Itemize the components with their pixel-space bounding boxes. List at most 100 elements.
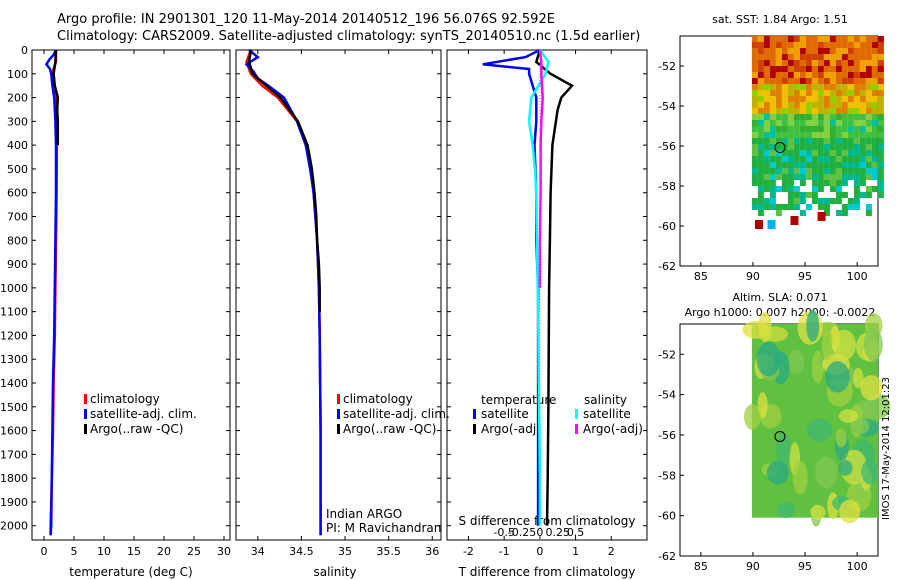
sst-cell [823,204,830,210]
sst-cell [871,156,878,162]
sst-cell [877,138,884,144]
sst-cell [763,72,770,78]
sst-cell [793,168,800,174]
sst-cell [847,150,854,156]
sst-cell [793,72,800,78]
y-tick-label: 900 [7,258,28,271]
sst-cell [823,174,830,180]
sst-cell [769,126,776,132]
sst-cell [823,108,830,114]
sst-cell [781,174,788,180]
chart-title-line1: Argo profile: IN 2901301_120 11-May-2014… [57,12,555,27]
sst-cell [841,96,848,102]
sst-cell [763,96,770,102]
sst-cell [769,186,776,192]
sst-cell [757,66,764,72]
sst-cell [811,90,818,96]
legend-label-temp-satellite: satellite [481,407,529,421]
sst-cell [805,42,812,48]
map-y-tick-label: -52 [658,60,676,73]
y-tick-label: 100 [7,68,28,81]
sst-cell [763,144,770,150]
sst-cell [799,126,806,132]
legend-label-sal-argo: Argo(-adj) [583,422,643,436]
sst-cell [751,150,758,156]
legend-swatch-temp-satellite [473,409,476,419]
sst-cell [877,126,884,132]
sst-cell [775,126,782,132]
sst-cell [751,78,758,84]
sst-cell [757,150,764,156]
sst-cell [793,192,800,198]
sst-cell [799,198,806,204]
chart-title-line2: Climatology: CARS2009. Satellite-adjuste… [57,29,641,44]
sst-cell [823,120,830,126]
map-y-tick-label: -60 [658,510,676,523]
sst-cell [871,90,878,96]
sst-cell [835,114,842,120]
sst-cell [835,162,842,168]
sst-cell [781,60,788,66]
sst-cell [757,78,764,84]
sst-cell [829,48,836,54]
sst-cell [859,78,866,84]
sst-cell [757,126,764,132]
salinity-xlabel: salinity [313,565,356,579]
sst-cell [811,198,818,204]
sst-cell [865,84,872,90]
sst-cell [787,162,794,168]
sst-cell [811,156,818,162]
sst-cell [811,138,818,144]
sst-cell [781,72,788,78]
sst-cell [877,120,884,126]
sst-cell [859,126,866,132]
difference-panel-frame [446,49,648,541]
sst-cell [847,78,854,84]
sst-cell [835,72,842,78]
sst-cell [757,102,764,108]
sst-cell [751,72,758,78]
sst-cell [835,138,842,144]
sst-cell [781,132,788,138]
sst-cell [841,42,848,48]
sst-cell [799,156,806,162]
sla-map-title-line2: Argo h1000: 0.007 h2000: -0.0022 [685,306,876,319]
sst-cell [751,84,758,90]
sst-cell [865,36,872,42]
sst-cell [751,66,758,72]
sst-cell [835,132,842,138]
legend-swatch-climatology [84,394,87,404]
sst-cell [775,162,782,168]
sst-cell [781,150,788,156]
sst-cell [823,210,830,216]
sst-cell [775,120,782,126]
note-institution: Indian ARGO [326,507,402,521]
sst-cell [877,102,884,108]
sst-cell [817,84,824,90]
sst-cell [865,162,872,168]
sst-cell [829,198,836,204]
sst-cell [847,36,854,42]
sst-cell [853,204,860,210]
sst-cell [805,162,812,168]
sst-cell [877,156,884,162]
sst-cell [835,60,842,66]
note-pi: PI: M Ravichandran [326,521,441,535]
sst-cell [811,150,818,156]
map-x-tick-label: 90 [746,560,760,573]
map-y-tick-label: -52 [658,348,676,361]
series-line-temperature-argo-adj- [534,49,574,526]
sst-cell [751,42,758,48]
sst-cell [787,204,794,210]
sla-eddy [853,368,864,389]
sst-cell [829,108,836,114]
sst-cell [847,72,854,78]
sst-cell [775,66,782,72]
sst-cell [763,60,770,66]
sst-cell [763,156,770,162]
y-tick-label: 1300 [0,353,28,366]
sst-cell [841,210,848,216]
legend-header-salinity: salinity [584,393,627,407]
sst-cell [865,108,872,114]
sst-cell [787,138,794,144]
